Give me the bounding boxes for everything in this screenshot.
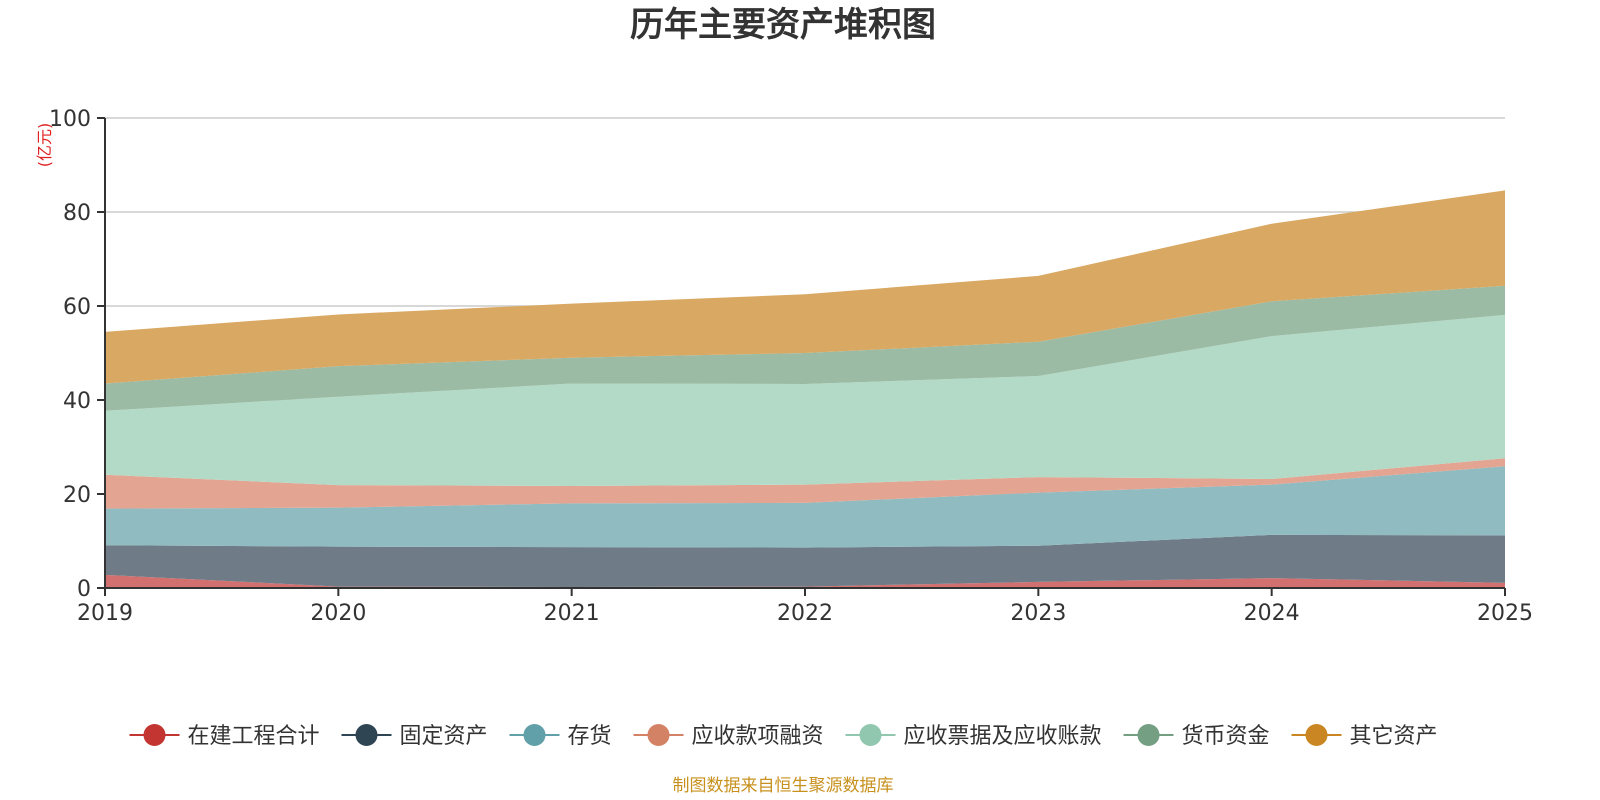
legend-label-0: 在建工程合计 xyxy=(188,724,320,749)
legend-marker-0 xyxy=(143,724,166,746)
x-tick-label-2019: 2019 xyxy=(77,601,133,626)
area-series-6 xyxy=(105,190,1505,384)
area-series-2 xyxy=(105,466,1505,548)
y-tick-label-20: 20 xyxy=(63,483,91,508)
legend-item-6: 其它资产 xyxy=(1291,724,1438,749)
legend-marker-1 xyxy=(355,724,378,746)
legend: 在建工程合计 固定资产 存货 应收款项融资 应收票据及应收账款 货币资金 其它资产 xyxy=(129,724,1438,749)
chart-title: 历年主要资产堆积图 xyxy=(630,5,936,45)
legend-marker-2 xyxy=(523,724,546,746)
legend-label-1: 固定资产 xyxy=(400,724,488,749)
x-tick-label-2025: 2025 xyxy=(1477,601,1533,626)
legend-item-0: 在建工程合计 xyxy=(129,724,320,749)
legend-item-5: 货币资金 xyxy=(1123,724,1270,749)
area-series-4 xyxy=(105,314,1505,487)
legend-marker-6 xyxy=(1305,724,1328,746)
legend-label-3: 应收款项融资 xyxy=(692,724,824,749)
legend-marker-4 xyxy=(859,724,882,746)
legend-marker-3 xyxy=(647,724,670,746)
legend-item-1: 固定资产 xyxy=(341,724,488,749)
x-tick-label-2022: 2022 xyxy=(777,601,833,626)
y-tick-label-0: 0 xyxy=(77,577,91,602)
area-series-group xyxy=(105,190,1505,588)
x-tick-label-2021: 2021 xyxy=(544,601,600,626)
y-tick-label-100: 100 xyxy=(49,107,91,132)
area-series-0 xyxy=(105,574,1505,588)
legend-label-4: 应收票据及应收账款 xyxy=(904,724,1102,749)
legend-item-4: 应收票据及应收账款 xyxy=(845,724,1102,749)
legend-label-2: 存货 xyxy=(568,724,612,749)
x-tick-label-2020: 2020 xyxy=(310,601,366,626)
y-tick-label-40: 40 xyxy=(63,389,91,414)
area-series-3 xyxy=(105,458,1505,509)
axes: 0 20 40 60 80 100 2019 2020 2021 2022 2023 2024 2025 xyxy=(49,107,1533,626)
area-series-5 xyxy=(105,285,1505,411)
legend-item-2: 存货 xyxy=(509,724,612,749)
data-source-note: 制图数据来自恒生聚源数据库 xyxy=(673,776,894,796)
y-tick-label-80: 80 xyxy=(63,201,91,226)
area-series-1 xyxy=(105,534,1505,588)
legend-label-5: 货币资金 xyxy=(1182,724,1270,749)
x-tick-label-2024: 2024 xyxy=(1244,601,1300,626)
y-tick-label-60: 60 xyxy=(63,295,91,320)
legend-item-3: 应收款项融资 xyxy=(633,724,824,749)
legend-label-6: 其它资产 xyxy=(1350,724,1438,749)
y-axis-unit-label: (亿元) xyxy=(35,123,54,168)
x-tick-label-2023: 2023 xyxy=(1010,601,1066,626)
legend-marker-5 xyxy=(1137,724,1160,746)
